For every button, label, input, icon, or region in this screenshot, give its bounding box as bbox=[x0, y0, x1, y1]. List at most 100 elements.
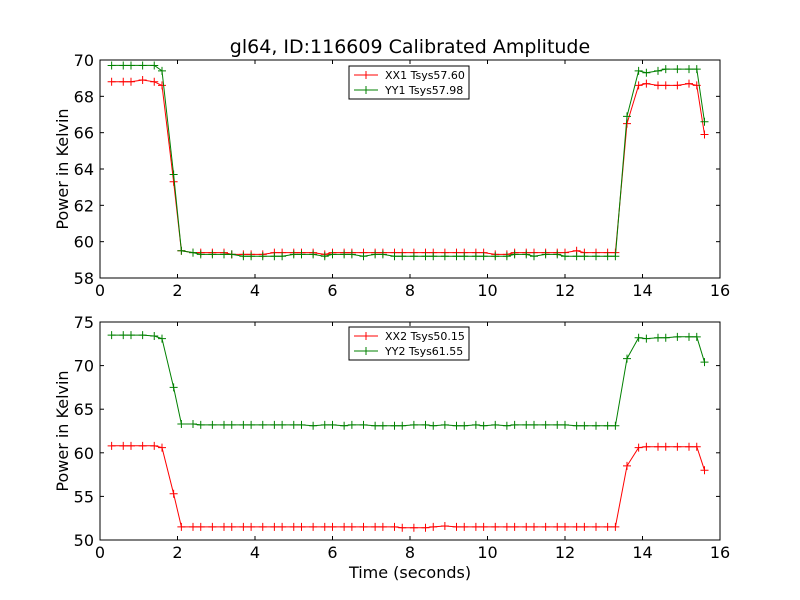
data-point bbox=[239, 522, 248, 531]
data-point bbox=[409, 420, 418, 429]
data-point bbox=[471, 522, 480, 531]
data-point bbox=[378, 522, 387, 531]
data-point bbox=[359, 522, 368, 531]
data-point bbox=[359, 252, 368, 261]
data-point bbox=[634, 81, 643, 90]
x-axis-label: Time (seconds) bbox=[348, 563, 471, 582]
data-point bbox=[592, 252, 600, 261]
data-point bbox=[429, 522, 438, 531]
data-point bbox=[150, 77, 159, 86]
data-point bbox=[208, 250, 217, 259]
data-point bbox=[150, 441, 159, 450]
data-point bbox=[138, 75, 147, 84]
data-point bbox=[603, 252, 612, 261]
data-point bbox=[510, 420, 519, 429]
data-point bbox=[611, 522, 620, 531]
data-point bbox=[119, 331, 128, 340]
data-point bbox=[258, 522, 267, 531]
data-point bbox=[189, 420, 197, 429]
data-point bbox=[522, 420, 531, 429]
data-point bbox=[491, 522, 500, 531]
data-point bbox=[328, 250, 337, 259]
data-point bbox=[440, 420, 449, 429]
data-point bbox=[654, 333, 662, 342]
data-point bbox=[297, 420, 306, 429]
data-point bbox=[522, 250, 531, 259]
data-point bbox=[270, 420, 279, 429]
data-point bbox=[227, 420, 236, 429]
data-point bbox=[692, 332, 701, 341]
y-tick-label: 60 bbox=[74, 233, 94, 252]
data-point bbox=[371, 421, 380, 430]
legend-marker bbox=[362, 86, 370, 94]
data-point bbox=[561, 522, 569, 531]
y-tick-label: 64 bbox=[74, 160, 94, 179]
data-point bbox=[580, 252, 589, 261]
x-tick-label: 0 bbox=[95, 281, 105, 300]
data-point bbox=[247, 252, 256, 261]
data-point bbox=[158, 66, 166, 75]
data-point bbox=[409, 523, 418, 532]
y-tick-label: 66 bbox=[74, 124, 94, 143]
data-point bbox=[460, 522, 469, 531]
y-tick-label: 70 bbox=[74, 51, 94, 70]
data-point bbox=[309, 421, 318, 430]
data-point bbox=[685, 332, 693, 341]
data-point bbox=[553, 420, 562, 429]
data-point bbox=[196, 420, 205, 429]
data-point bbox=[158, 443, 166, 452]
legend-marker bbox=[362, 347, 370, 355]
legend-marker bbox=[362, 332, 370, 340]
data-point bbox=[452, 421, 461, 430]
data-point bbox=[685, 65, 693, 74]
data-point bbox=[196, 250, 205, 259]
data-point bbox=[289, 420, 298, 429]
data-point bbox=[642, 334, 651, 343]
y-tick-label: 55 bbox=[74, 487, 94, 506]
data-point bbox=[220, 522, 228, 531]
legend-label: XX2 Tsys50.15 bbox=[385, 330, 465, 343]
data-point bbox=[421, 420, 430, 429]
data-point bbox=[270, 522, 279, 531]
data-point bbox=[158, 81, 166, 90]
data-point bbox=[623, 354, 631, 363]
data-point bbox=[541, 420, 550, 429]
data-point bbox=[603, 421, 612, 430]
data-point bbox=[371, 522, 380, 531]
data-point bbox=[297, 250, 306, 259]
data-point bbox=[208, 522, 217, 531]
data-point bbox=[138, 441, 147, 450]
data-point bbox=[592, 421, 600, 430]
data-point bbox=[479, 421, 488, 430]
data-point bbox=[654, 81, 662, 90]
data-point bbox=[541, 522, 550, 531]
data-point bbox=[491, 420, 500, 429]
legend: XX1 Tsys57.60 YY1 Tsys57.98 bbox=[348, 65, 470, 100]
x-tick-label: 14 bbox=[632, 281, 652, 300]
data-point bbox=[208, 420, 217, 429]
data-point bbox=[510, 522, 519, 531]
x-tick-label: 12 bbox=[555, 281, 575, 300]
data-point bbox=[530, 252, 538, 261]
x-tick-label: 10 bbox=[477, 543, 497, 562]
x-tick-label: 4 bbox=[250, 281, 260, 300]
data-point bbox=[460, 421, 469, 430]
data-point bbox=[270, 252, 279, 261]
data-point bbox=[169, 383, 178, 392]
data-point bbox=[580, 421, 589, 430]
data-point bbox=[700, 358, 709, 367]
data-point bbox=[107, 77, 116, 86]
data-point bbox=[692, 442, 701, 451]
data-point bbox=[289, 250, 298, 259]
legend-box bbox=[348, 326, 470, 361]
x-tick-label: 10 bbox=[477, 281, 497, 300]
data-point bbox=[227, 250, 236, 259]
data-point bbox=[169, 170, 178, 179]
data-point bbox=[398, 523, 407, 532]
data-point bbox=[530, 522, 538, 531]
data-point bbox=[378, 250, 387, 259]
data-point bbox=[440, 252, 449, 261]
data-point bbox=[328, 420, 337, 429]
data-point bbox=[119, 77, 128, 86]
data-point bbox=[119, 61, 128, 70]
